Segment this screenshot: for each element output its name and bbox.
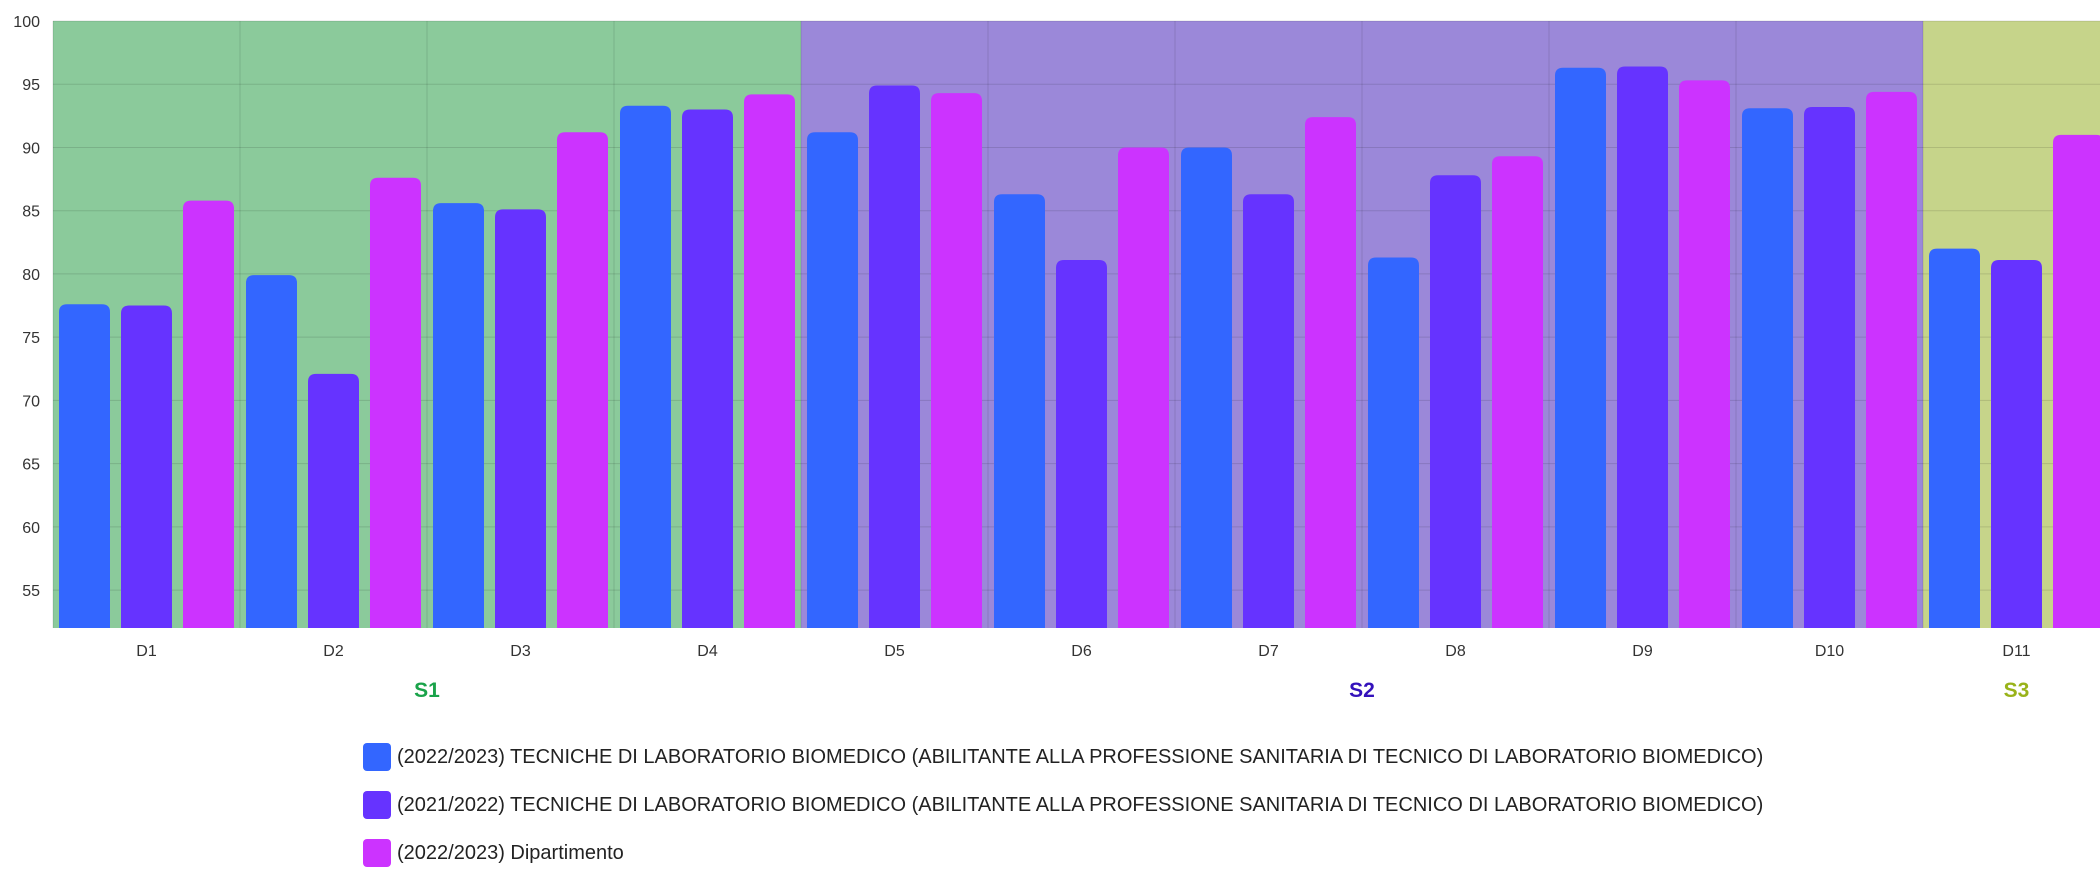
bar-d9-series-2[interactable] (1617, 66, 1668, 628)
bars (59, 66, 2100, 629)
bar-d6-series-1[interactable] (994, 194, 1045, 628)
group-label-s2: S2 (1349, 679, 1375, 702)
group-label-s1: S1 (414, 679, 440, 702)
y-tick-label: 55 (22, 583, 40, 600)
bar-d8-series-1[interactable] (1368, 257, 1419, 628)
x-tick-label-d4: D4 (697, 643, 718, 660)
legend-item-series-1[interactable]: (2022/2023) TECNICHE DI LABORATORIO BIOM… (363, 733, 1763, 781)
x-tick-label-d9: D9 (1632, 643, 1653, 660)
y-axis-ticks: 55 60 65 70 75 80 85 90 95 100 (13, 14, 40, 600)
bar-d10-series-3[interactable] (1866, 91, 1917, 629)
group-label-s3: S3 (2004, 679, 2030, 702)
x-tick-label-d2: D2 (323, 643, 344, 660)
x-tick-label-d8: D8 (1445, 643, 1466, 660)
legend: (2022/2023) TECNICHE DI LABORATORIO BIOM… (363, 733, 1763, 877)
x-tick-label-d10: D10 (1815, 643, 1844, 660)
bar-d10-series-2[interactable] (1804, 106, 1855, 628)
y-tick-label: 85 (22, 204, 40, 221)
group-labels: S1 S2 S3 (414, 679, 2029, 702)
bar-d4-series-3[interactable] (744, 94, 795, 629)
y-tick-label: 90 (22, 140, 40, 157)
legend-item-series-2[interactable]: (2021/2022) TECNICHE DI LABORATORIO BIOM… (363, 781, 1763, 829)
group-bands (53, 21, 2100, 628)
x-tick-label-d3: D3 (510, 643, 531, 660)
bar-d5-series-3[interactable] (931, 93, 982, 629)
legend-swatch-series-1 (363, 743, 391, 771)
bar-d2-series-2[interactable] (308, 373, 359, 628)
bar-d3-series-2[interactable] (495, 209, 546, 628)
bar-d7-series-2[interactable] (1243, 194, 1294, 628)
bar-d5-series-2[interactable] (869, 85, 920, 628)
y-tick-label: 70 (22, 393, 40, 410)
legend-swatch-series-2 (363, 791, 391, 819)
bar-d11-series-1[interactable] (1929, 248, 1980, 628)
legend-label-series-1: (2022/2023) TECNICHE DI LABORATORIO BIOM… (397, 745, 1764, 768)
y-tick-label: 65 (22, 457, 40, 474)
bar-d3-series-1[interactable] (433, 203, 484, 628)
y-tick-label: 80 (22, 267, 40, 284)
y-tick-label: 60 (22, 520, 40, 537)
y-tick-label: 100 (13, 14, 40, 31)
bar-d1-series-2[interactable] (121, 305, 172, 628)
legend-label-series-2: (2021/2022) TECNICHE DI LABORATORIO BIOM… (397, 793, 1764, 816)
y-tick-label: 75 (22, 330, 40, 347)
y-tick-label: 95 (22, 77, 40, 94)
bar-d9-series-1[interactable] (1555, 67, 1606, 629)
bar-d2-series-3[interactable] (370, 177, 421, 628)
bar-d4-series-2[interactable] (682, 109, 733, 629)
bar-d11-series-3[interactable] (2053, 134, 2100, 628)
bar-d7-series-3[interactable] (1305, 117, 1356, 628)
bar-d5-series-1[interactable] (807, 132, 858, 629)
bar-d1-series-3[interactable] (183, 200, 234, 628)
legend-label-series-3: (2022/2023) Dipartimento (397, 841, 624, 864)
bar-d11-series-2[interactable] (1991, 260, 2042, 628)
bar-d6-series-3[interactable] (1118, 147, 1169, 629)
bar-d6-series-2[interactable] (1056, 260, 1107, 628)
bar-d4-series-1[interactable] (620, 105, 671, 629)
bar-d1-series-1[interactable] (59, 304, 110, 628)
bar-d3-series-3[interactable] (557, 132, 608, 629)
bar-chart: 55 60 65 70 75 80 85 90 95 100 D1 D2 D3 D4 D5 D6 D7 D8 D9… (13, 14, 2100, 702)
group-band-s2 (801, 21, 1923, 628)
bar-d10-series-1[interactable] (1742, 108, 1793, 629)
x-tick-label-d11: D11 (2002, 643, 2030, 660)
x-tick-label-d1: D1 (136, 643, 157, 660)
bar-d7-series-1[interactable] (1181, 147, 1232, 629)
legend-item-series-3[interactable]: (2022/2023) Dipartimento (363, 829, 1763, 877)
x-tick-label-d7: D7 (1258, 643, 1279, 660)
x-axis-categories: D1 D2 D3 D4 D5 D6 D7 D8 D9 D10 D11 (136, 643, 2030, 660)
x-tick-label-d6: D6 (1071, 643, 1092, 660)
bar-d8-series-2[interactable] (1430, 175, 1481, 628)
bar-d8-series-3[interactable] (1492, 156, 1543, 628)
bar-d2-series-1[interactable] (246, 275, 297, 628)
legend-swatch-series-3 (363, 839, 391, 867)
x-tick-label-d5: D5 (884, 643, 905, 660)
bar-d9-series-3[interactable] (1679, 80, 1730, 628)
group-band-s1 (53, 21, 801, 628)
